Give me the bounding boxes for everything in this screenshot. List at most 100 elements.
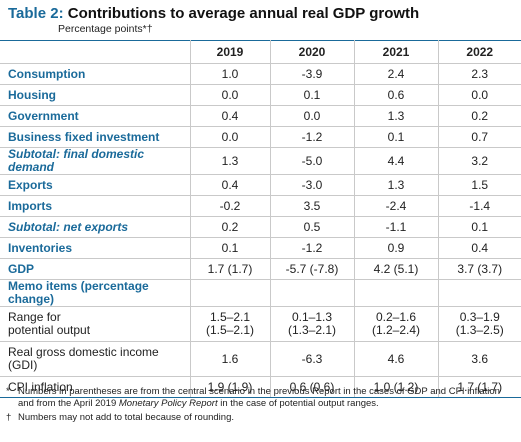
table-row: Consumption 1.0 -3.9 2.4 2.3	[0, 63, 521, 85]
cell: 0.4	[189, 174, 270, 196]
row-label: Consumption	[0, 63, 190, 85]
footnote: * Numbers in parentheses are from the cen…	[6, 386, 511, 410]
cell: 2.3	[437, 63, 521, 85]
corner	[0, 40, 190, 64]
cell: 0.1	[189, 237, 270, 259]
cell: 0.1	[353, 126, 438, 148]
memo-heading: Memo items (percentage change)	[0, 279, 190, 307]
subtitle: Percentage points*†	[58, 23, 153, 35]
footnote-text: Numbers may not add to total because of …	[18, 412, 234, 424]
footnote-symbol: †	[6, 412, 12, 423]
cell: 1.3	[353, 105, 438, 127]
column-header: 2020	[269, 40, 354, 64]
cell: 3.5	[269, 195, 354, 217]
cell: 1.3	[189, 147, 270, 175]
cell: -1.2	[269, 126, 354, 148]
cell: 1.7 (1.7)	[189, 258, 270, 280]
row-label: CPI inflation	[0, 376, 190, 398]
cell: 0.3–1.9 (1.3–2.5)	[437, 306, 521, 342]
cell: 0.1	[437, 216, 521, 238]
cell: 0.2–1.6 (1.2–2.4)	[353, 306, 438, 342]
cell: -5.7 (-7.8)	[269, 258, 354, 280]
cell: 3.6	[437, 341, 521, 377]
cell: -5.0	[269, 147, 354, 175]
footnote-part: Numbers in parentheses are from the cent…	[18, 386, 500, 409]
row-label: Business fixed investment	[0, 126, 190, 148]
table-row: Government 0.4 0.0 1.3 0.2	[0, 105, 521, 127]
row-label: Inventories	[0, 237, 190, 259]
row-label: Exports	[0, 174, 190, 196]
cell: -0.2	[189, 195, 270, 217]
cell: -3.0	[269, 174, 354, 196]
table-row: CPI inflation 1.9 (1.9) 0.6 (0.6) 1.0 (1.2)…	[0, 376, 521, 398]
table-row: Subtotal: final domestic demand 1.3 -5.0 4.…	[0, 147, 521, 175]
row-label: Subtotal: final domestic demand	[0, 147, 190, 175]
cell: -1.4	[437, 195, 521, 217]
cell: 1.6	[189, 341, 270, 377]
cell: 1.5	[437, 174, 521, 196]
cell: 4.2 (5.1)	[353, 258, 438, 280]
cell: 3.7 (3.7)	[437, 258, 521, 280]
cell: 1.3	[353, 174, 438, 196]
cell: 1.0	[189, 63, 270, 85]
cell: 0.2	[189, 216, 270, 238]
title: Table 2: Contributions to average annual…	[8, 5, 419, 22]
cell: 4.6	[353, 341, 438, 377]
cell: 0.4	[437, 237, 521, 259]
table-row: Subtotal: net exports 0.2 0.5 -1.1 0.1	[0, 216, 521, 238]
table-row: Inventories 0.1 -1.2 0.9 0.4	[0, 237, 521, 259]
cell: -3.9	[269, 63, 354, 85]
footnote-part: Monetary Policy Report	[118, 398, 218, 409]
table-title: Contributions to average annual real GDP…	[67, 5, 420, 22]
cell: 4.4	[353, 147, 438, 175]
table-body: Consumption 1.0 -3.9 2.4 2.3 Housing 0.0 0.1 0.6…	[0, 63, 521, 398]
cell: 0.7	[437, 126, 521, 148]
cell: -1.2	[269, 237, 354, 259]
cell: 1.9 (1.9)	[189, 376, 270, 398]
memo-heading-row: Memo items (percentage change)	[0, 279, 521, 307]
footnote-part: Numbers may not add to total because of …	[18, 412, 234, 423]
footnote: † Numbers may not add to total because of…	[6, 412, 511, 424]
table-label: Table 2:	[8, 5, 64, 22]
column-header: 2019	[189, 40, 270, 64]
row-label: Housing	[0, 84, 190, 106]
footnote-part: in the case of potential output ranges.	[217, 398, 379, 409]
cell: 0.6 (0.6)	[269, 376, 354, 398]
empty-cell	[353, 279, 438, 307]
column-header: 2022	[437, 40, 521, 64]
table-row: Housing 0.0 0.1 0.6 0.0	[0, 84, 521, 106]
row-label: Government	[0, 105, 190, 127]
column-header: 2021	[353, 40, 438, 64]
header-row: 2019 2020 2021 2022	[0, 40, 521, 64]
empty-cell	[269, 279, 354, 307]
row-label: GDP	[0, 258, 190, 280]
cell: 0.0	[437, 84, 521, 106]
cell: 1.7 (1.7)	[437, 376, 521, 398]
cell: 1.5–2.1 (1.5–2.1)	[189, 306, 270, 342]
cell: 0.0	[189, 126, 270, 148]
cell: 0.1	[269, 84, 354, 106]
footnote-text: Numbers in parentheses are from the cent…	[18, 386, 511, 410]
cell: 0.0	[269, 105, 354, 127]
cell: 0.0	[189, 84, 270, 106]
cell: -6.3	[269, 341, 354, 377]
table-row: Imports -0.2 3.5 -2.4 -1.4	[0, 195, 521, 217]
cell: 0.1–1.3 (1.3–2.1)	[269, 306, 354, 342]
table-row: Real gross domestic income (GDI) 1.6 -6.3 4…	[0, 341, 521, 377]
cell: 0.5	[269, 216, 354, 238]
row-label: Range for potential output	[0, 306, 190, 342]
cell: 0.9	[353, 237, 438, 259]
cell: 0.4	[189, 105, 270, 127]
footnotes: * Numbers in parentheses are from the cen…	[6, 386, 511, 426]
row-label: Imports	[0, 195, 190, 217]
row-label: Real gross domestic income (GDI)	[0, 341, 190, 377]
table-row: GDP 1.7 (1.7) -5.7 (-7.8) 4.2 (5.1) 3.7 (3.7…	[0, 258, 521, 280]
empty-cell	[189, 279, 270, 307]
table-row: Range for potential output 1.5–2.1 (1.5–2…	[0, 306, 521, 342]
cell: -2.4	[353, 195, 438, 217]
cell: -1.1	[353, 216, 438, 238]
table-row: Business fixed investment 0.0 -1.2 0.1 0.7	[0, 126, 521, 148]
data-table: 2019 2020 2021 2022 Consumption 1.0 -3.9 2.4 2.…	[0, 40, 521, 398]
footnote-symbol: *	[6, 386, 10, 397]
